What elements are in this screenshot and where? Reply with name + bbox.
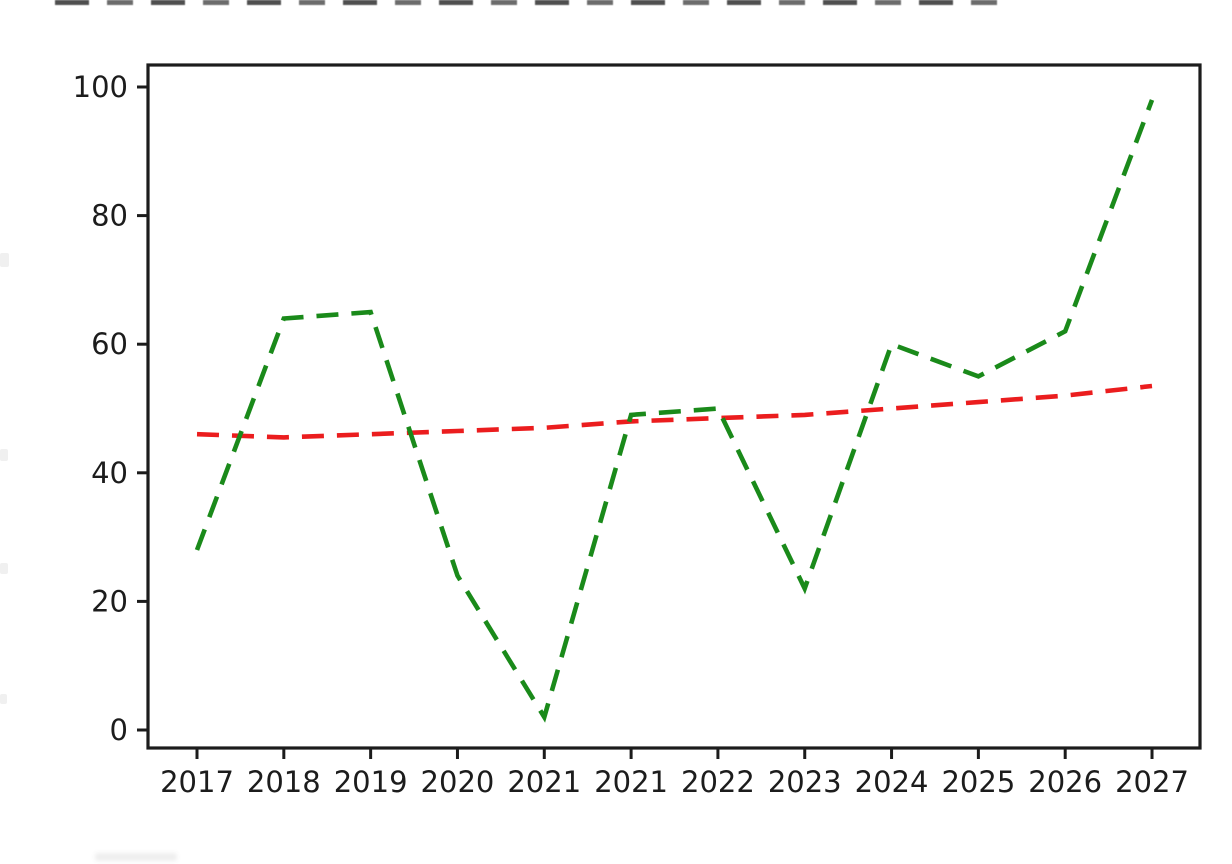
axes-spines (146, 63, 1202, 750)
edge-artifact (0, 253, 9, 267)
x-tick-label: 2025 (941, 765, 1015, 799)
x-tick-label: 2018 (247, 765, 321, 799)
edge-artifact (0, 449, 8, 461)
x-tick-label: 2022 (681, 765, 755, 799)
x-tick-label: 2027 (1115, 765, 1189, 799)
x-tick-label: 2021 (594, 765, 668, 799)
x-tick-label: 2023 (768, 765, 842, 799)
x-tick-label: 2024 (855, 765, 929, 799)
edge-artifact (0, 563, 8, 574)
y-tick-label: 100 (73, 70, 128, 104)
y-tick-label: 0 (110, 713, 128, 747)
x-tick-label: 2026 (1028, 765, 1102, 799)
edge-artifact (0, 694, 7, 704)
y-tick-label: 60 (91, 327, 128, 361)
x-tick-label: 2017 (160, 765, 234, 799)
series-line-trend (196, 383, 1153, 440)
edge-artifact (95, 853, 177, 861)
x-tick-label: 2019 (334, 765, 408, 799)
y-tick-label: 20 (91, 584, 128, 618)
y-tick-label: 80 (91, 199, 128, 233)
cropped-text-artifact-top (55, 0, 1013, 5)
x-tick-label: 2021 (507, 765, 581, 799)
series-line-actual (194, 99, 1155, 723)
x-tick-label: 2020 (421, 765, 495, 799)
y-tick-label: 40 (91, 456, 128, 490)
